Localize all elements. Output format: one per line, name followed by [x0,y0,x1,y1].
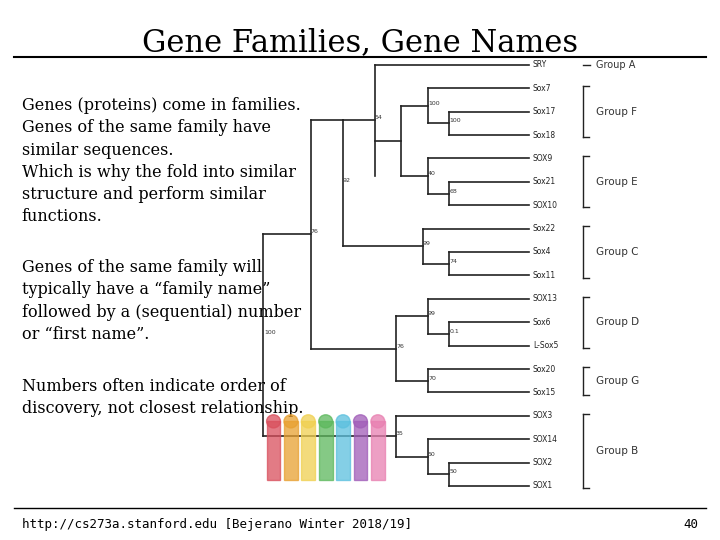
Ellipse shape [319,415,333,428]
Text: Group A: Group A [596,60,636,70]
Text: Numbers often indicate order of
discovery, not closest relationship.: Numbers often indicate order of discover… [22,378,303,417]
Bar [284,421,298,480]
Text: Sox7: Sox7 [533,84,552,93]
Text: SOX2: SOX2 [533,458,553,467]
Text: 99: 99 [423,241,431,246]
Text: 76: 76 [396,343,404,348]
Text: 40: 40 [428,171,436,176]
Text: Sox18: Sox18 [533,131,556,139]
Text: SOX14: SOX14 [533,435,558,444]
Text: Gene Families, Gene Names: Gene Families, Gene Names [142,27,578,58]
Text: 50: 50 [449,469,457,474]
Bar [319,421,333,480]
Bar [371,421,384,480]
Text: Sox11: Sox11 [533,271,556,280]
Text: 68: 68 [449,188,457,193]
Text: Group C: Group C [596,247,639,257]
Text: 35: 35 [396,431,404,436]
Text: http://cs273a.stanford.edu [Bejerano Winter 2018/19]: http://cs273a.stanford.edu [Bejerano Win… [22,518,412,531]
Text: 100: 100 [449,118,461,123]
Ellipse shape [266,415,281,428]
Text: 74: 74 [449,259,457,264]
Text: SOX3: SOX3 [533,411,553,420]
Text: SOX9: SOX9 [533,154,553,163]
Text: Group F: Group F [596,106,637,117]
Bar [266,421,281,480]
Text: 100: 100 [264,330,276,335]
Bar [336,421,350,480]
Text: Genes (proteins) come in families.
Genes of the same family have
similar sequenc: Genes (proteins) come in families. Genes… [22,97,300,225]
Text: 0.1: 0.1 [449,329,459,334]
Text: Sox20: Sox20 [533,364,556,374]
Text: SRY: SRY [533,60,547,69]
Text: Sox4: Sox4 [533,247,552,256]
Ellipse shape [302,415,315,428]
Text: 40: 40 [683,518,698,531]
Ellipse shape [336,415,350,428]
Text: 76: 76 [311,230,319,234]
Text: L-Sox5: L-Sox5 [533,341,558,350]
Text: 54: 54 [374,116,382,120]
Text: SOX1: SOX1 [533,482,553,490]
Text: 100: 100 [428,101,440,106]
Text: Group E: Group E [596,177,638,187]
Text: Sox22: Sox22 [533,224,556,233]
Text: Genes of the same family will
typically have a “family name”
followed by a (sequ: Genes of the same family will typically … [22,259,301,343]
Text: 92: 92 [343,178,351,183]
Ellipse shape [371,415,384,428]
Ellipse shape [354,415,367,428]
Text: 70: 70 [428,376,436,381]
Text: Sox17: Sox17 [533,107,556,116]
Text: Group B: Group B [596,446,639,456]
Text: SOX13: SOX13 [533,294,558,303]
Bar [302,421,315,480]
Text: Group G: Group G [596,376,639,386]
Text: 50: 50 [428,452,436,457]
Ellipse shape [284,415,298,428]
Text: Group D: Group D [596,317,639,327]
Bar [354,421,367,480]
Text: 99: 99 [428,312,436,316]
Text: Sox6: Sox6 [533,318,552,327]
Text: SOX10: SOX10 [533,201,558,210]
Text: Sox21: Sox21 [533,177,556,186]
Text: Sox15: Sox15 [533,388,556,397]
